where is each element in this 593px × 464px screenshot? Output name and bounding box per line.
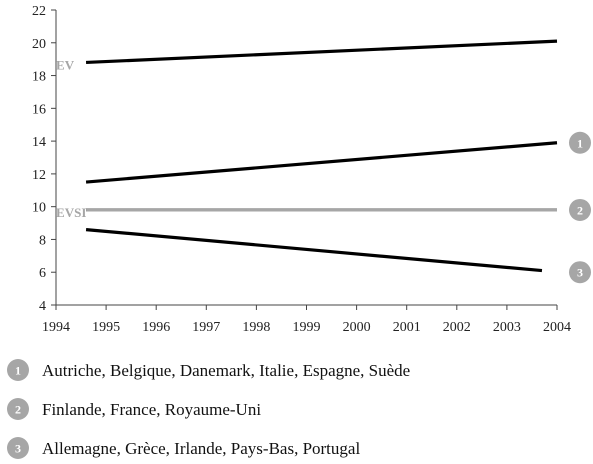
x-tick-label-1996: 1996 [142,320,170,335]
x-tick-label-2003: 2003 [493,320,521,335]
marker-circle-2 [569,198,591,221]
y-tick-label-4: 4 [39,299,46,314]
legend-marker-1 [7,359,29,381]
marker-circle-3 [569,261,591,284]
marker-circle-1 [569,131,591,154]
y-tick-label-14: 14 [32,135,46,150]
legend-marker-2 [7,398,29,420]
series-label-ev: EV [56,57,75,72]
y-tick-label-20: 20 [32,37,46,52]
y-tick-label-22: 22 [32,4,46,19]
marker-label-3: 3 [577,266,583,280]
y-tick-label-12: 12 [32,168,46,183]
legend-entry-2: Finlande, France, Royaume-Uni [42,400,261,419]
y-tick-label-16: 16 [32,102,46,117]
marker-label-1: 1 [577,136,583,150]
x-tick-label-1997: 1997 [192,320,220,335]
legend-entry-3: Allemagne, Grèce, Irlande, Pays-Bas, Por… [42,439,360,458]
y-tick-label-8: 8 [39,233,46,248]
y-tick-label-10: 10 [32,201,46,216]
legend-marker-label-3: 3 [15,442,21,456]
series-label-evsi: EVSI [56,205,86,220]
y-tick-label-6: 6 [39,266,46,281]
x-tick-label-1995: 1995 [92,320,120,335]
x-tick-label-2000: 2000 [343,320,371,335]
legend-marker-label-2: 2 [15,403,21,417]
x-tick-label-2001: 2001 [393,320,421,335]
x-tick-label-1999: 1999 [293,320,321,335]
x-tick-label-2002: 2002 [443,320,471,335]
legend-marker-label-1: 1 [15,364,21,378]
series-line-group-3 [85,228,543,273]
legend-marker-3 [7,437,29,459]
series-line-group-1 [85,141,558,184]
x-tick-label-1994: 1994 [42,320,70,335]
x-tick-label-2004: 2004 [543,320,571,335]
x-tick-label-1998: 1998 [242,320,270,335]
marker-label-2: 2 [577,203,583,217]
y-tick-label-18: 18 [32,70,46,85]
legend-entry-1: Autriche, Belgique, Danemark, Italie, Es… [42,361,410,380]
series-line-ev [85,39,558,65]
